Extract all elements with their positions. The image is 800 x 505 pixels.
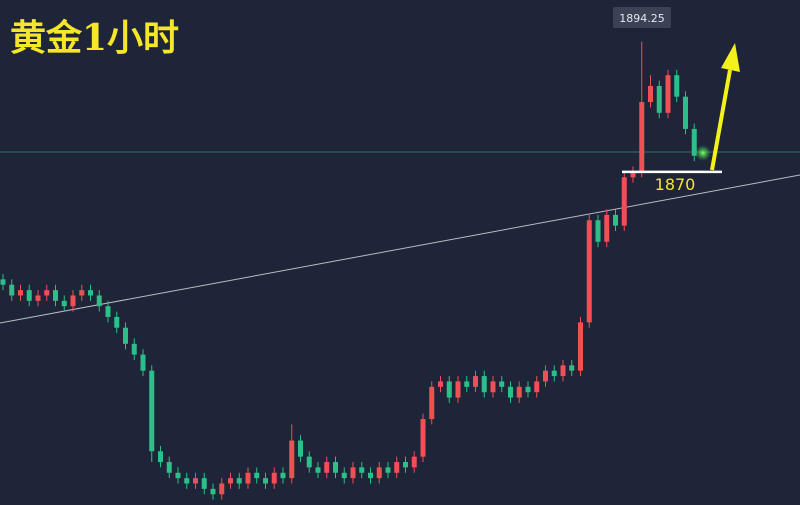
arrow-shaft [710, 69, 732, 171]
candle-body [490, 381, 496, 393]
candle-body [315, 467, 321, 473]
chart-title: 黄金1小时 [10, 17, 179, 59]
candle-body [429, 386, 435, 420]
candle-body [656, 85, 662, 113]
candle-body [350, 467, 356, 479]
candle-body [595, 220, 601, 242]
candle-body [175, 472, 181, 479]
candle-body [359, 467, 365, 473]
candle-body [263, 478, 268, 484]
candle-body [70, 295, 76, 307]
candle-body [9, 284, 15, 296]
candle-body [324, 462, 330, 473]
candle-body [508, 386, 513, 398]
candle-body [481, 376, 487, 393]
candle-body [543, 370, 548, 382]
candle-body [306, 456, 312, 468]
candle-body [254, 472, 260, 479]
candle-body [228, 478, 233, 484]
candle-body [499, 381, 505, 387]
current-price-glow [695, 145, 711, 161]
candle-body [368, 472, 373, 479]
candle-body [674, 75, 680, 97]
candle-body [551, 370, 557, 377]
candle-body [201, 478, 207, 489]
candle-body [665, 75, 671, 113]
candles [0, 41, 697, 500]
candle-body [79, 290, 85, 296]
candle-body [691, 128, 697, 156]
candle-body [184, 478, 190, 484]
high-label: 1894.25 [619, 12, 665, 25]
candle-body [604, 214, 610, 242]
candle-body [420, 419, 426, 457]
candle-body [473, 376, 478, 387]
candle-body [131, 343, 137, 355]
candle-body [26, 290, 32, 301]
candle-body [534, 381, 540, 393]
candle-body [149, 370, 155, 452]
candle-body [464, 381, 470, 387]
candle-body [341, 472, 347, 479]
candle-body [525, 386, 531, 393]
candle-body [516, 386, 522, 398]
candle-body [394, 462, 400, 473]
trend-line [0, 174, 800, 324]
candle-body [219, 483, 225, 495]
candle-body [560, 365, 566, 377]
candle-body [96, 295, 102, 307]
candle-body [578, 322, 583, 371]
candle-body [403, 462, 408, 468]
candle-body [0, 279, 6, 285]
candle-body [411, 456, 417, 468]
candle-body [569, 365, 575, 371]
candle-body [446, 381, 452, 398]
candle-body [385, 467, 391, 473]
candle-body [630, 171, 636, 178]
candle-body [683, 96, 688, 129]
candle-body [586, 220, 592, 323]
candle-body [44, 290, 50, 296]
candle-body [123, 327, 128, 344]
candle-body [210, 488, 216, 495]
candle-body [193, 478, 198, 484]
candle-body [438, 381, 443, 387]
candle-body [18, 290, 23, 296]
candle-body [114, 316, 120, 328]
high-label-box [613, 7, 671, 28]
candle-body [639, 102, 645, 172]
candle-body [613, 214, 618, 226]
candle-body [166, 462, 172, 473]
candle-body [105, 306, 111, 317]
candle-body [648, 85, 653, 103]
candle-body [621, 177, 627, 226]
candle-body [88, 290, 93, 296]
candle-body [333, 462, 338, 473]
candle-body [35, 295, 41, 301]
candle-body [455, 381, 461, 398]
candle-body [236, 478, 242, 484]
candle-body [271, 472, 277, 484]
arrow-head [721, 43, 740, 72]
support-label: 1870 [655, 175, 696, 194]
candle-body [289, 440, 295, 479]
candle-body [140, 354, 146, 371]
candle-body [376, 467, 382, 479]
candle-body [298, 440, 303, 457]
candle-body [158, 451, 163, 463]
candle-body [53, 290, 58, 301]
candle-body [61, 300, 67, 307]
candle-body [280, 472, 286, 479]
candle-body [245, 472, 251, 484]
